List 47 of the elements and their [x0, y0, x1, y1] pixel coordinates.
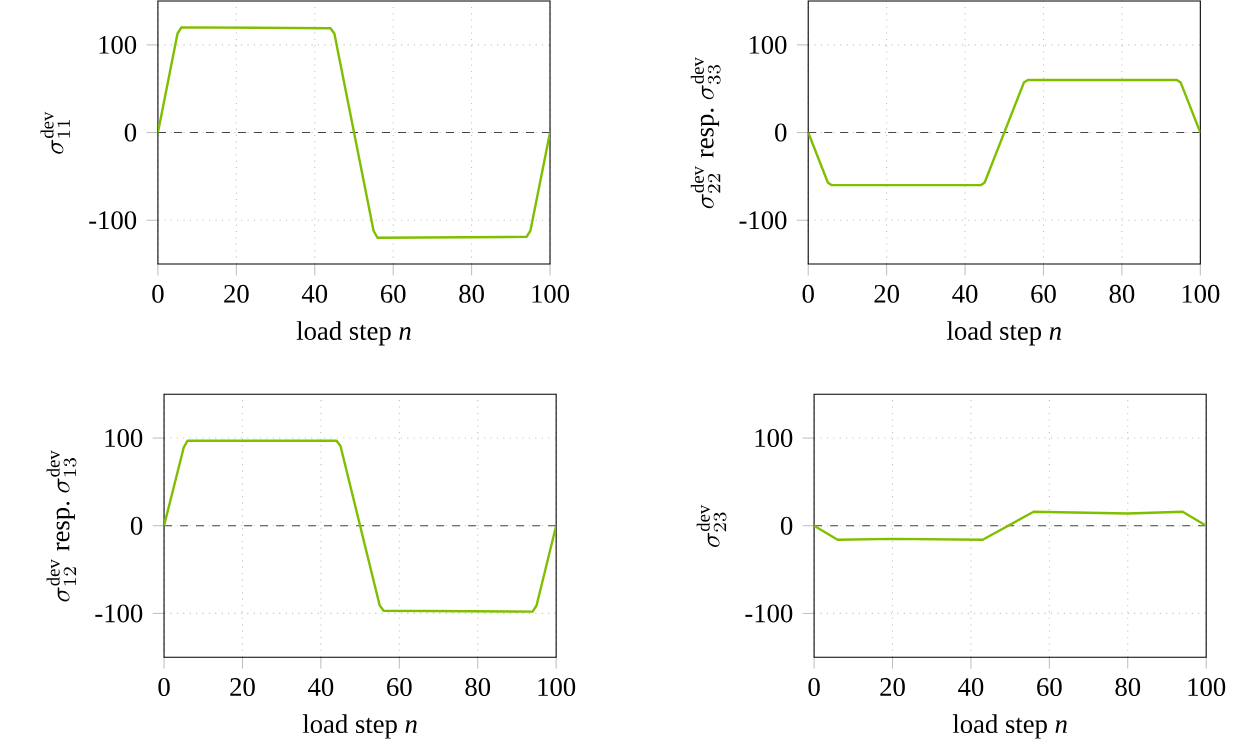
- x-tick-label: 20: [874, 284, 899, 303]
- x-tick-label: 80: [459, 284, 484, 303]
- y-tick-label: 0: [780, 516, 793, 535]
- x-tick-label: 80: [1115, 677, 1141, 696]
- y-tick-label: -100: [745, 604, 793, 623]
- x-tick-label: 0: [152, 284, 164, 303]
- x-tick-label: 0: [802, 284, 814, 303]
- x-tick-label: 60: [387, 677, 412, 696]
- x-axis-title: load step n: [296, 321, 411, 346]
- y-tick-label: 100: [99, 35, 137, 54]
- line-series: [808, 78, 1201, 187]
- y-tick-label: 100: [755, 428, 793, 447]
- x-tick-label: 20: [880, 677, 905, 696]
- x-tick-label: 0: [808, 677, 820, 696]
- y-tick-label: 0: [130, 516, 143, 535]
- y-axis-title: $\sigma^{\mathrm{dev}}_{23}$: [696, 504, 727, 547]
- x-tick-label: 40: [301, 284, 328, 303]
- y-tick-label: 0: [775, 123, 787, 142]
- x-tick-label: 20: [224, 284, 249, 303]
- x-tick-label: 100: [1182, 284, 1220, 303]
- x-tick-label: 60: [1037, 677, 1062, 696]
- x-tick-label: 100: [532, 284, 570, 303]
- y-tick-label: -100: [739, 211, 787, 230]
- y-tick-label: 0: [124, 123, 137, 142]
- y-tick-label: 100: [105, 428, 143, 447]
- x-tick-label: 0: [158, 677, 170, 696]
- x-axis-title: load step n: [952, 714, 1067, 739]
- x-tick-label: 60: [380, 284, 406, 303]
- x-axis-title: load step n: [947, 321, 1061, 346]
- x-tick-label: 80: [1109, 284, 1135, 303]
- y-tick-label: 100: [749, 35, 787, 54]
- y-tick-label: -100: [89, 211, 137, 230]
- x-tick-label: 40: [308, 677, 334, 696]
- x-tick-label: 40: [958, 677, 984, 696]
- line-series: [157, 26, 551, 239]
- x-tick-label: 20: [230, 677, 255, 696]
- y-axis-title: $\sigma^{\mathrm{dev}}_{22}\ \mbox{resp.}\ \sigma^{\mathrm{dev}}_{33}$: [690, 57, 721, 209]
- y-tick-label: -100: [95, 604, 143, 623]
- x-tick-label: 40: [952, 284, 978, 303]
- x-axis-title: load step n: [302, 714, 417, 739]
- x-tick-label: 100: [1188, 677, 1226, 696]
- y-axis-title: $\sigma^{\mathrm{dev}}_{11}$: [40, 111, 70, 154]
- x-tick-label: 60: [1031, 284, 1056, 303]
- line-series: [814, 510, 1207, 541]
- x-tick-label: 100: [538, 677, 576, 696]
- x-tick-label: 80: [465, 677, 491, 696]
- y-axis-title: $\sigma^{\mathrm{dev}}_{12}\ \mbox{resp.}\ \sigma^{\mathrm{dev}}_{13}$: [46, 450, 77, 602]
